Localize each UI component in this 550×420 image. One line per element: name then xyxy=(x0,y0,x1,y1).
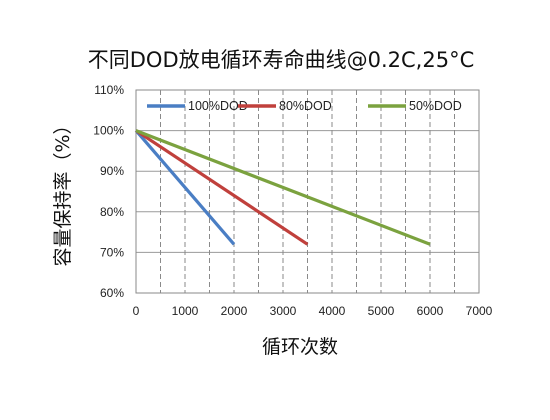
x-tick-label: 1000 xyxy=(172,304,199,318)
y-tick-label: 60% xyxy=(100,286,124,300)
x-tick-label: 2000 xyxy=(221,304,248,318)
series-line xyxy=(134,129,236,246)
grid-lines xyxy=(136,90,479,293)
series-line xyxy=(135,129,431,246)
y-tick-label: 110% xyxy=(94,83,124,97)
series-line xyxy=(135,129,309,246)
legend-label: 80%DOD xyxy=(279,99,332,113)
x-tick-label: 6000 xyxy=(417,304,444,318)
x-tick-label: 7000 xyxy=(466,304,493,318)
legend-label: 50%DOD xyxy=(409,99,462,113)
x-tick-label: 5000 xyxy=(368,304,395,318)
tick-labels: 60% 70% 80% 90% 100% 110% 0 1000 2000 3000 4000 500… xyxy=(93,83,492,318)
x-tick-label: 4000 xyxy=(319,304,346,318)
y-tick-label: 70% xyxy=(100,245,124,259)
y-tick-label: 90% xyxy=(100,164,124,178)
y-tick-label: 100% xyxy=(93,124,124,138)
data-series xyxy=(134,129,431,246)
y-axis-label: 容量保持率（%） xyxy=(52,115,74,266)
y-tick-label: 80% xyxy=(100,205,124,219)
legend-label: 100%DOD xyxy=(188,99,248,113)
x-tick-label: 3000 xyxy=(270,304,297,318)
legend: 100%DOD 80%DOD 50%DOD xyxy=(147,99,462,113)
x-tick-label: 0 xyxy=(133,304,140,318)
plot-border xyxy=(135,89,480,294)
chart-title: 不同DOD放电循环寿命曲线@0.2C,25°C xyxy=(88,48,475,72)
plot-frame xyxy=(135,89,480,294)
x-axis-label: 循环次数 xyxy=(262,336,338,358)
